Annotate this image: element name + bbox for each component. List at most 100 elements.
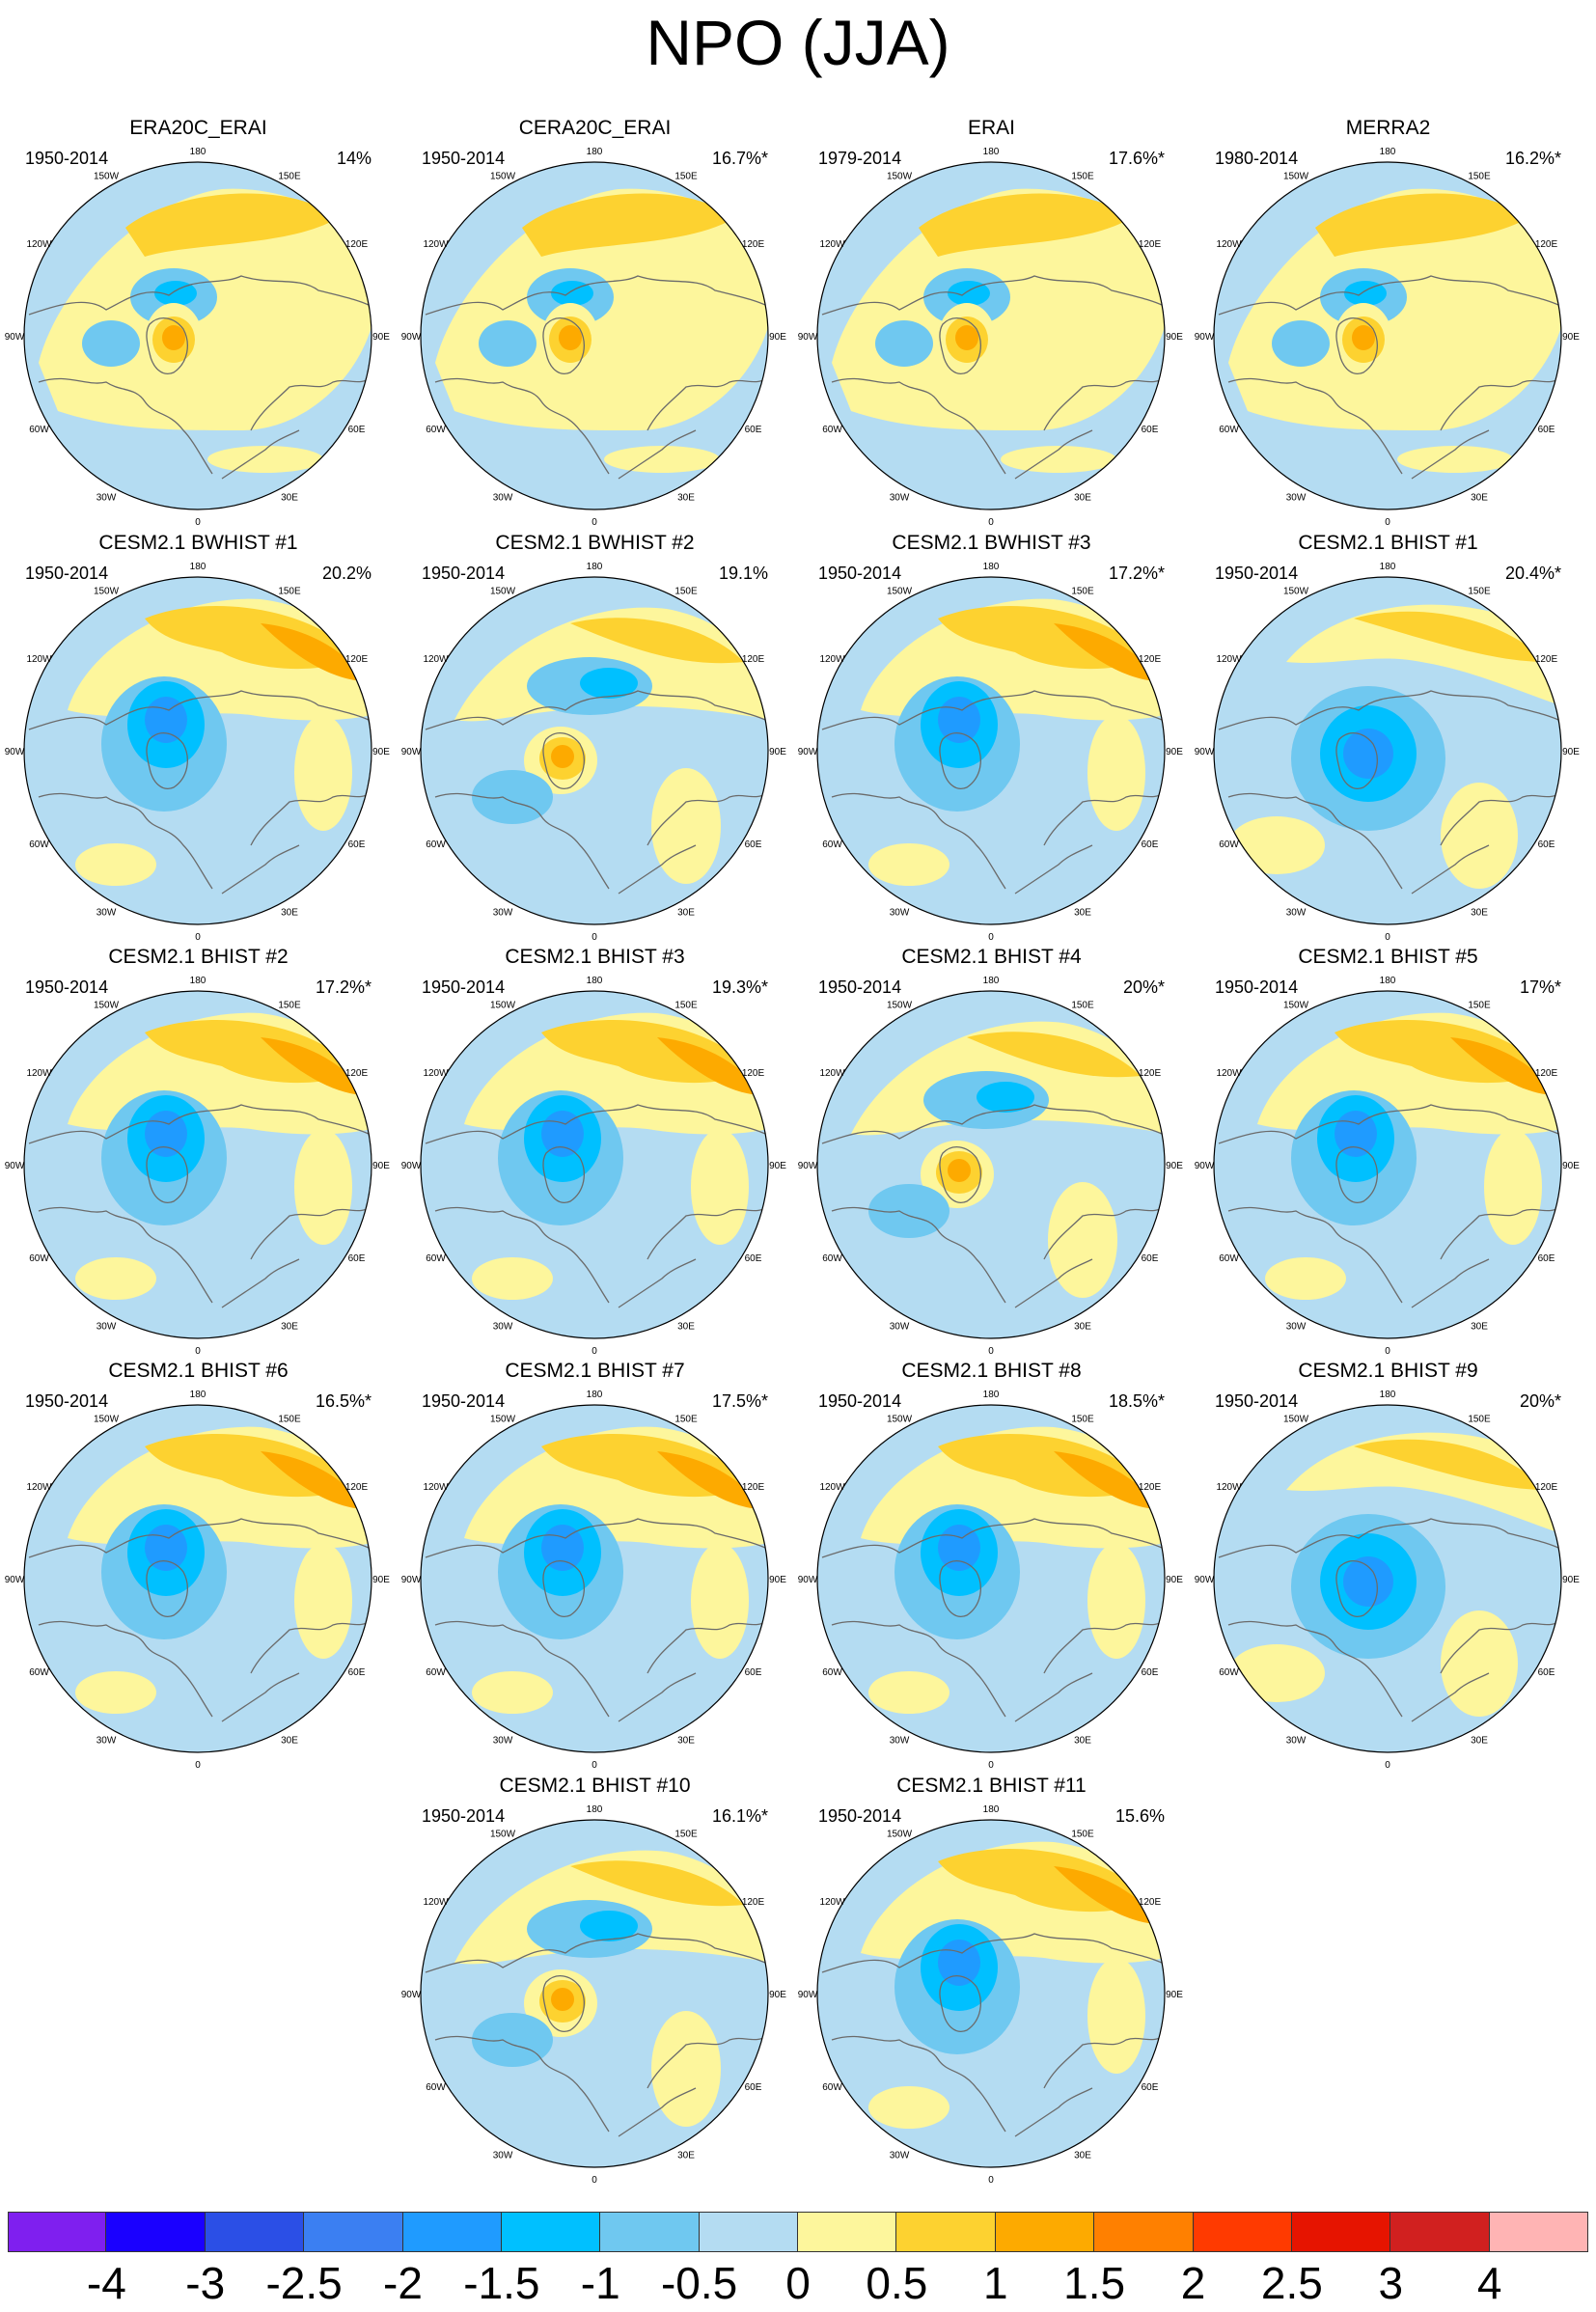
colorbar-tick-label: -3: [185, 2258, 226, 2308]
coastline: [221, 1672, 300, 1722]
longitude-label: 150W: [887, 172, 913, 182]
longitude-label: 120W: [819, 239, 845, 250]
coastline: [1440, 1619, 1561, 1674]
longitude-label: 30W: [890, 1321, 910, 1332]
contour-fill: [541, 1525, 584, 1571]
map-border: [1213, 1404, 1562, 1753]
field-contours: [24, 991, 371, 1338]
panel-variance: 20%*: [1519, 1391, 1561, 1411]
panel-title: CESM2.1 BHIST #9: [1298, 1360, 1478, 1382]
longitude-label: 180: [587, 1804, 603, 1815]
longitude-label: 150E: [1071, 587, 1094, 597]
contour-fill: [1087, 715, 1145, 831]
longitude-label: 150E: [1468, 587, 1491, 597]
coastline: [1411, 844, 1490, 895]
longitude-label: 90W: [5, 1575, 25, 1585]
longitude-label: 120E: [345, 239, 369, 250]
map-panel: CESM2.1 BHIST #5 1950-2014 17%* 180 150E 120E…: [1190, 945, 1586, 1360]
longitude-label: 60E: [1538, 425, 1555, 435]
map-panel: CESM2.1 BHIST #2 1950-2014 17.2%* 180 150E 12…: [0, 945, 397, 1360]
longitude-label: 150W: [1283, 587, 1309, 597]
panel-period: 1950-2014: [25, 564, 109, 583]
map-border: [420, 161, 769, 510]
contour-fill: [294, 1129, 352, 1245]
colorbar-tick-label: 1.5: [1063, 2258, 1126, 2308]
longitude-label: 150W: [94, 587, 120, 597]
panel-variance: 16.2%*: [1504, 149, 1561, 168]
map-border: [1213, 990, 1562, 1339]
coastline: [1043, 2034, 1165, 2089]
longitude-label: 120W: [26, 1482, 52, 1493]
longitude-label: 150E: [278, 172, 301, 182]
figure-title: NPO (JJA): [646, 7, 950, 78]
panel-title: CERA20C_ERAI: [518, 117, 672, 139]
coastline: [1440, 1205, 1561, 1260]
contour-fill: [691, 1543, 749, 1659]
longitude-label: 60E: [348, 425, 366, 435]
longitude-label: 150E: [674, 172, 698, 182]
colorbar-tick-label: 2: [1180, 2258, 1206, 2308]
coastline: [1014, 1258, 1093, 1308]
coastline: [542, 1975, 585, 2032]
contour-fill: [1228, 1644, 1325, 1702]
longitude-label: 60W: [822, 1667, 842, 1678]
longitude-label: 30W: [1286, 1321, 1307, 1332]
longitude-label: 60W: [426, 2082, 446, 2093]
contour-fill: [472, 1257, 553, 1300]
longitude-label: 90W: [798, 1161, 818, 1171]
longitude-label: 90E: [1562, 1161, 1580, 1171]
map-panel: CESM2.1 BWHIST #2 1950-2014 19.1% 180 150E 12…: [397, 531, 793, 946]
coastline: [28, 690, 371, 730]
longitude-label: 90W: [5, 1161, 25, 1171]
panel-variance: 17.2%*: [1108, 564, 1165, 583]
colorbar-box: [402, 2212, 502, 2252]
contour-fill: [1315, 193, 1527, 257]
longitude-label: 150W: [887, 1001, 913, 1011]
coastline: [434, 377, 610, 475]
coastline: [1218, 1104, 1561, 1144]
longitude-label: 150W: [887, 1830, 913, 1840]
panel-period: 1950-2014: [818, 977, 902, 997]
polar-map: 180 150E 120E 90E 60E 30E 0 30W 60W 90W 120W 150W: [798, 1804, 1184, 2186]
coastline: [425, 275, 768, 316]
panel-period: 1950-2014: [422, 1806, 506, 1826]
map-border: [1213, 161, 1562, 510]
longitude-label: 30W: [493, 907, 513, 918]
longitude-label: 0: [195, 517, 201, 528]
colorbar-box: [1291, 2212, 1391, 2252]
longitude-label: 60W: [29, 425, 49, 435]
longitude-label: 90E: [372, 747, 390, 757]
longitude-label: 150E: [674, 587, 698, 597]
longitude-label: 0: [592, 1346, 597, 1357]
coastline: [1227, 377, 1403, 475]
map-border: [1213, 576, 1562, 925]
coastline: [28, 1104, 371, 1144]
longitude-label: 90E: [1166, 1575, 1183, 1585]
longitude-label: 150W: [1283, 1001, 1309, 1011]
coastline: [1335, 1146, 1378, 1203]
longitude-label: 90E: [769, 1990, 786, 2000]
longitude-label: 0: [592, 2175, 597, 2186]
panel-title: MERRA2: [1345, 117, 1431, 139]
panel-title: CESM2.1 BHIST #3: [505, 946, 685, 968]
coastline: [647, 1205, 768, 1260]
longitude-label: 30W: [1286, 907, 1307, 918]
coastline: [28, 1518, 371, 1558]
longitude-label: 60E: [745, 2082, 762, 2093]
map-panel: CESM2.1 BHIST #11 1950-2014 15.6% 180 150E 12…: [793, 1774, 1190, 2188]
longitude-label: 0: [195, 1346, 201, 1357]
longitude-label: 150E: [1071, 172, 1094, 182]
longitude-label: 30W: [96, 1735, 117, 1746]
contour-fill: [145, 1525, 187, 1571]
panel-variance: 16.5%*: [315, 1391, 371, 1411]
contour-fill: [1344, 281, 1387, 306]
coastline: [1227, 792, 1403, 890]
colorbar-tick-label: -2: [383, 2258, 423, 2308]
map-border: [816, 1404, 1166, 1753]
colorbar-box: [995, 2212, 1095, 2252]
longitude-label: 30E: [1471, 1735, 1488, 1746]
coastline: [425, 1104, 768, 1144]
field-contours: [421, 1820, 768, 2167]
contour-fill: [162, 325, 185, 350]
polar-map: 180 150E 120E 90E 60E 30E 0 30W 60W 90W 120W 150W: [1195, 147, 1581, 528]
